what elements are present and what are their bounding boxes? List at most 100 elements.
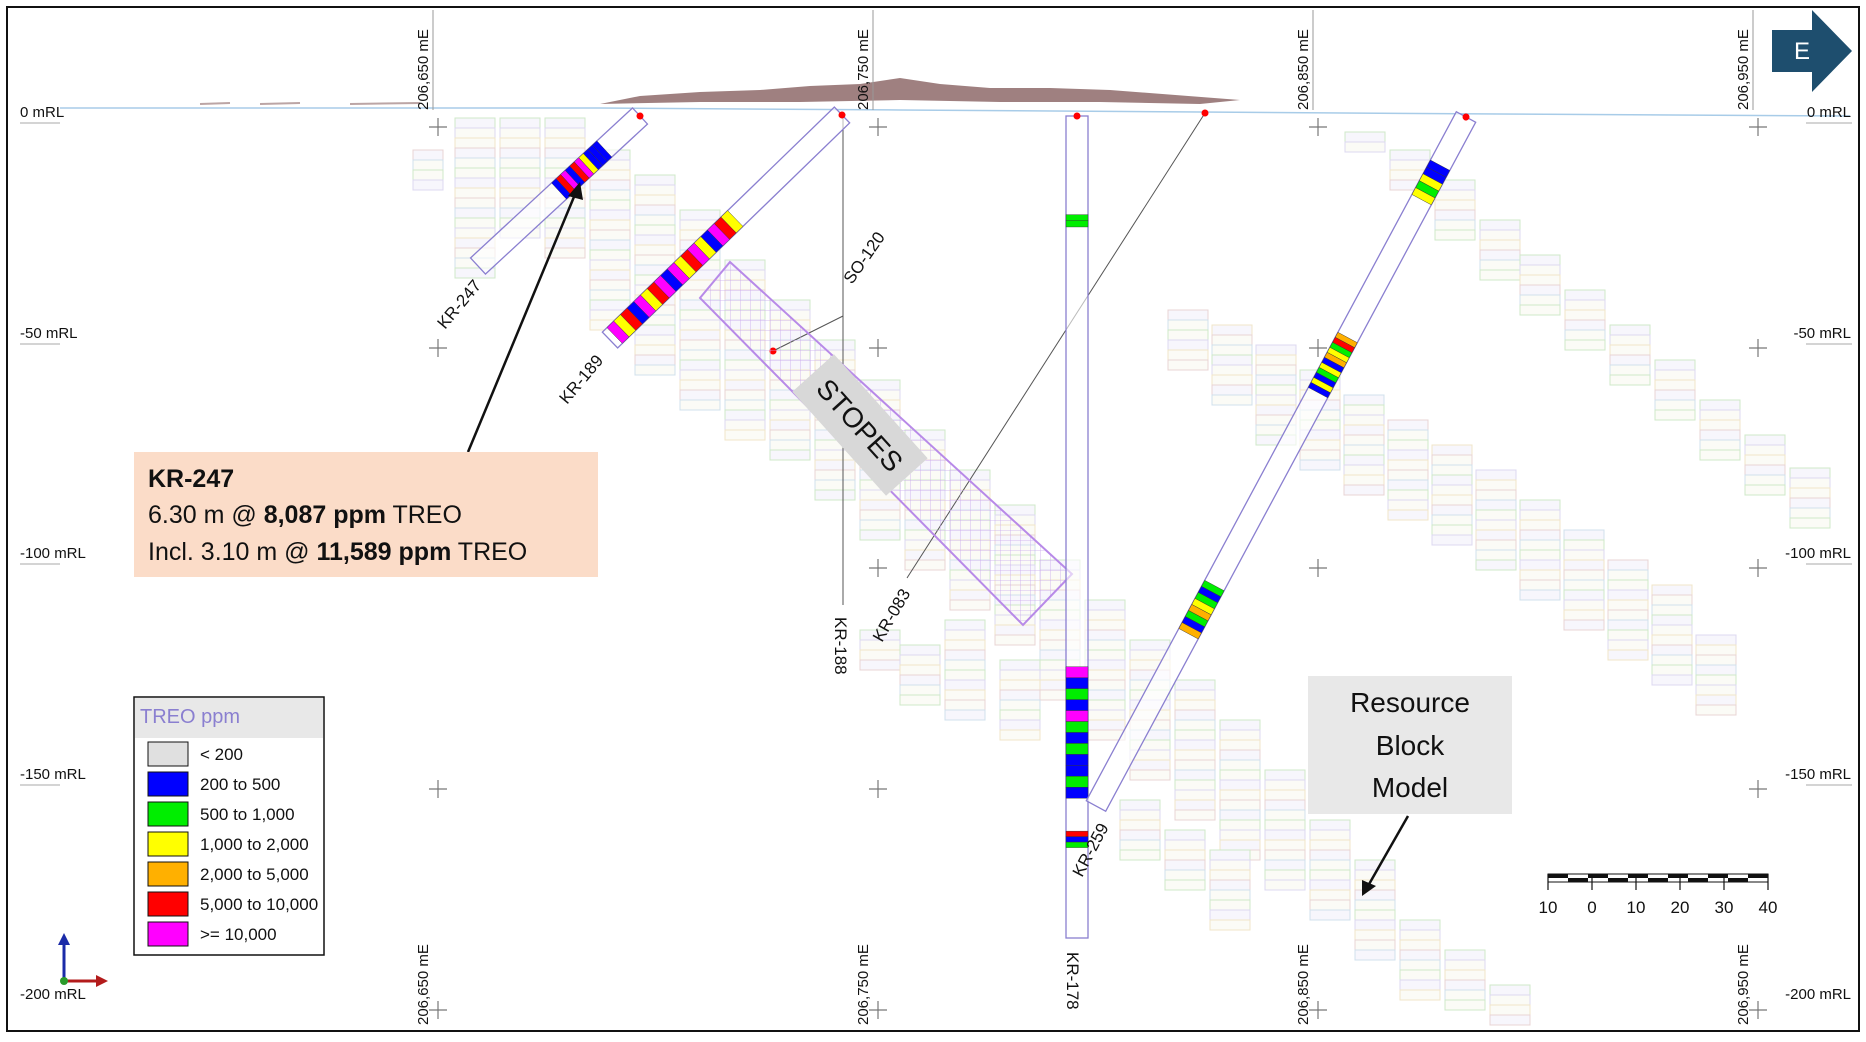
axis-triad	[58, 933, 108, 987]
scale-bar-segment	[1548, 874, 1568, 878]
block-cell	[1309, 889, 1351, 901]
block-cell	[1174, 799, 1216, 811]
block-cell	[1255, 344, 1297, 356]
block-cell	[769, 419, 811, 431]
block-cell	[999, 729, 1041, 741]
block-cell	[1219, 809, 1261, 821]
block-cell	[1563, 589, 1605, 601]
block-cell	[1654, 379, 1696, 391]
block-cell	[634, 204, 676, 216]
resource-block-model-label: Resource Block Model	[1308, 676, 1512, 814]
block-cell	[1174, 769, 1216, 781]
scale-bar-label: 10	[1539, 898, 1558, 917]
block-cell	[1119, 829, 1161, 841]
easting-label-bottom-4: 206,950 mE	[1735, 944, 1752, 1025]
drillholes	[469, 106, 1477, 939]
assay-interval	[1065, 754, 1089, 766]
block-cell	[1479, 239, 1521, 251]
block-cell	[1084, 639, 1126, 651]
block-cell	[1475, 549, 1517, 561]
block-cell	[1084, 649, 1126, 661]
legend-label: >= 10,000	[200, 925, 277, 944]
block-cell	[499, 127, 541, 139]
block-cell	[1264, 859, 1306, 871]
block-cell	[1519, 579, 1561, 591]
block-cell	[499, 187, 541, 199]
block-cell	[1564, 289, 1606, 301]
block-cell	[1264, 789, 1306, 801]
block-cell	[1255, 384, 1297, 396]
block-cell	[454, 157, 496, 169]
block-cell	[1475, 489, 1517, 501]
block-cell	[1431, 484, 1473, 496]
block-cell	[1255, 394, 1297, 406]
block-cell	[1344, 131, 1386, 143]
block-cell	[499, 157, 541, 169]
block-cell	[1219, 739, 1261, 751]
assay-interval	[1065, 677, 1089, 689]
block-cell	[412, 159, 444, 171]
block-cell	[499, 137, 541, 149]
block-cell	[1744, 444, 1786, 456]
block-cell	[1563, 559, 1605, 571]
block-cell	[1519, 529, 1561, 541]
block-cell	[679, 399, 721, 411]
block-cell	[1219, 779, 1261, 791]
block-cell	[1654, 359, 1696, 371]
assay-interval	[1065, 688, 1089, 700]
legend-swatch	[147, 891, 189, 917]
block-cell	[1174, 679, 1216, 691]
block-cell	[1519, 589, 1561, 601]
block-cell	[412, 169, 444, 181]
hole-label-kr-188: KR-188	[831, 617, 850, 675]
block-cell	[1167, 349, 1209, 361]
block-cell	[1084, 719, 1126, 731]
block-cell	[1084, 609, 1126, 621]
legend-label: < 200	[200, 745, 243, 764]
callout-line-1: 6.30 m @ 8,087 ppm TREO	[148, 501, 462, 529]
block-cell	[724, 399, 766, 411]
block-cell	[1399, 919, 1441, 931]
scale-bar-segment	[1628, 874, 1648, 878]
collar-marker	[1462, 113, 1470, 121]
block-cell	[634, 344, 676, 356]
block-cell	[634, 354, 676, 366]
direction-arrow: E	[1772, 10, 1852, 92]
rl-label-right-2: -50 mRL	[1793, 325, 1851, 342]
block-cell	[1475, 469, 1517, 481]
block-cell	[1167, 329, 1209, 341]
block-cell	[454, 117, 496, 129]
block-cell	[1651, 604, 1693, 616]
block-cell	[1399, 959, 1441, 971]
block-cell	[899, 684, 941, 696]
block-cell	[944, 689, 986, 701]
block-cell	[1219, 749, 1261, 761]
hole-outline	[1065, 115, 1089, 939]
block-cell	[1387, 489, 1429, 501]
block-cell	[1399, 929, 1441, 941]
block-cell	[1444, 949, 1486, 961]
grid-crosses	[429, 118, 1767, 1019]
block-cell	[454, 137, 496, 149]
block-cell	[1211, 354, 1253, 366]
assay-interval	[551, 178, 572, 200]
block-cell	[1174, 779, 1216, 791]
block-cell	[1354, 929, 1396, 941]
scale-bar-label: 30	[1715, 898, 1734, 917]
block-cell	[544, 137, 586, 149]
block-cell	[899, 644, 941, 656]
block-cell	[1399, 949, 1441, 961]
block-cell	[1699, 449, 1741, 461]
block-cell	[1479, 249, 1521, 261]
scale-bar-segment	[1668, 874, 1688, 878]
block-cell	[1354, 949, 1396, 961]
block-cell	[499, 177, 541, 189]
block-cell	[1434, 229, 1476, 241]
legend-label: 500 to 1,000	[200, 805, 295, 824]
block-cell	[1343, 394, 1385, 406]
block-cell	[994, 624, 1036, 636]
block-cell	[904, 539, 946, 551]
block-cell	[1387, 459, 1429, 471]
block-cell	[1789, 497, 1831, 509]
block-cell	[1129, 769, 1171, 781]
